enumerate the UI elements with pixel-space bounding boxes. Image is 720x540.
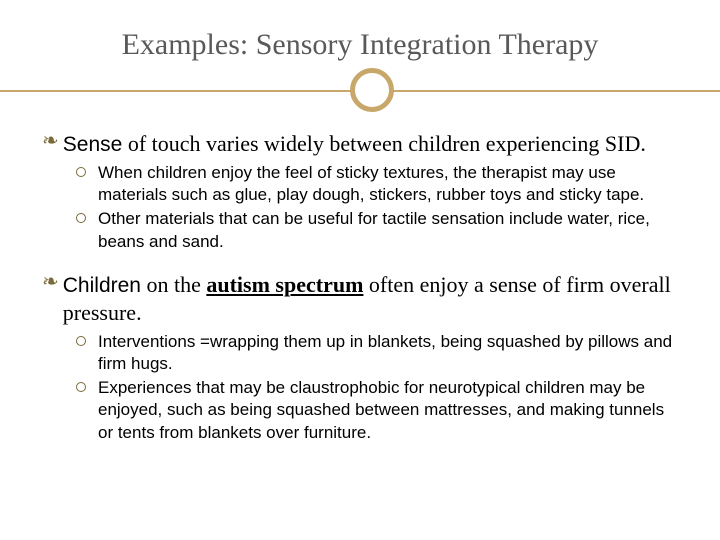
bullet-1-rest: of touch varies widely between children … [122,131,646,156]
sub-item: Interventions =wrapping them up in blank… [76,331,678,375]
sub-text: Other materials that can be useful for t… [98,208,678,252]
sub-text: Interventions =wrapping them up in blank… [98,331,678,375]
bullet-2-sublist: Interventions =wrapping them up in blank… [76,331,678,443]
swirl-bullet-icon: ❧ [42,271,59,293]
sub-item: When children enjoy the feel of sticky t… [76,162,678,206]
swirl-bullet-icon: ❧ [42,130,59,152]
sub-item: Experiences that may be claustrophobic f… [76,377,678,443]
bullet-2: ❧ Children on the autism spectrum often … [42,271,678,328]
bullet-1: ❧ Sense of touch varies widely between c… [42,130,678,158]
bullet-1-text: Sense of touch varies widely between chi… [63,130,646,158]
hollow-circle-icon [76,336,86,346]
bullet-1-lead: Sense [63,133,123,156]
hollow-circle-icon [76,213,86,223]
bullet-2-emph: autism spectrum [206,272,363,297]
hollow-circle-icon [76,382,86,392]
bullet-2-lead: Children [63,274,141,297]
slide-title: Examples: Sensory Integration Therapy [42,28,678,62]
bullet-1-sublist: When children enjoy the feel of sticky t… [76,162,678,252]
slide: Examples: Sensory Integration Therapy ❧ … [0,0,720,540]
hollow-circle-icon [76,167,86,177]
sub-text: Experiences that may be claustrophobic f… [98,377,678,443]
bullet-2-pre: on the [141,272,206,297]
sub-text: When children enjoy the feel of sticky t… [98,162,678,206]
sub-item: Other materials that can be useful for t… [76,208,678,252]
title-divider [42,68,678,116]
content-area: ❧ Sense of touch varies widely between c… [42,130,678,444]
divider-circle-icon [350,68,394,112]
bullet-2-text: Children on the autism spectrum often en… [63,271,678,328]
